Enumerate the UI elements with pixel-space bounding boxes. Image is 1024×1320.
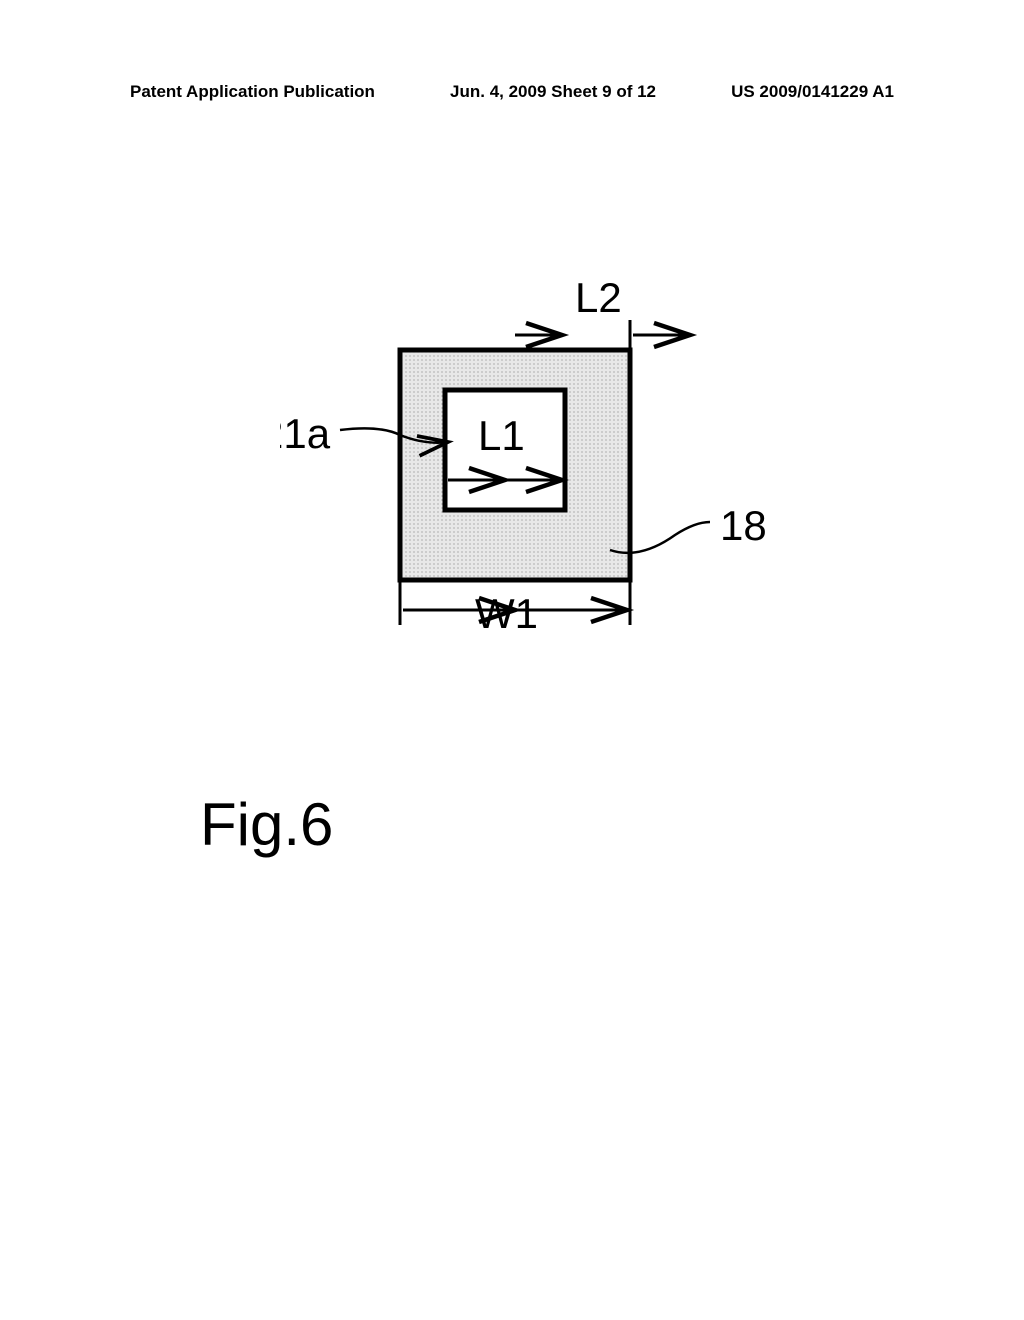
w1-label: W1 xyxy=(475,590,538,637)
header-center: Jun. 4, 2009 Sheet 9 of 12 xyxy=(450,82,656,102)
l2-label: L2 xyxy=(575,274,622,321)
diagram-svg: L2 L1 W1 21a 18 xyxy=(280,270,840,750)
l1-label: L1 xyxy=(478,412,525,459)
header-left: Patent Application Publication xyxy=(130,82,375,102)
figure-label: Fig.6 xyxy=(200,790,333,859)
header-right: US 2009/0141229 A1 xyxy=(731,82,894,102)
figure-container: L2 L1 W1 21a 18 Fig.6 xyxy=(0,270,1024,970)
ref-21a-label: 21a xyxy=(280,410,331,457)
ref-18-label: 18 xyxy=(720,502,767,549)
